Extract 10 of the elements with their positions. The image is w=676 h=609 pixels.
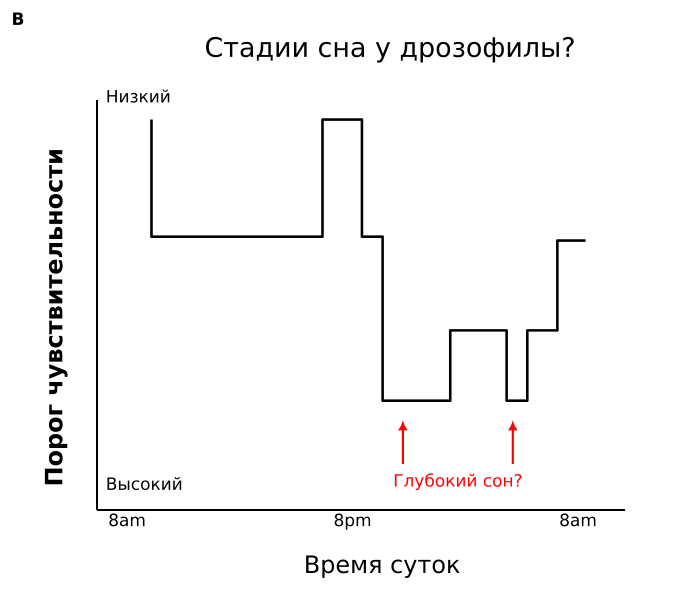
x-tick-label: 8pm bbox=[334, 514, 370, 530]
x-tick-label: 8am bbox=[109, 514, 144, 526]
x-axis-title: Время суток bbox=[306, 556, 460, 578]
y-axis-title: Порог чувствительности bbox=[44, 150, 68, 484]
text: Низкий bbox=[107, 90, 170, 103]
text: B bbox=[13, 12, 24, 25]
chart-title: Стадии сна у дрозофилы? bbox=[206, 36, 574, 62]
annotation: Высокий bbox=[107, 476, 182, 490]
annotation: Глубокий сон? bbox=[394, 473, 522, 490]
x-tick-label: 8am bbox=[560, 514, 596, 526]
